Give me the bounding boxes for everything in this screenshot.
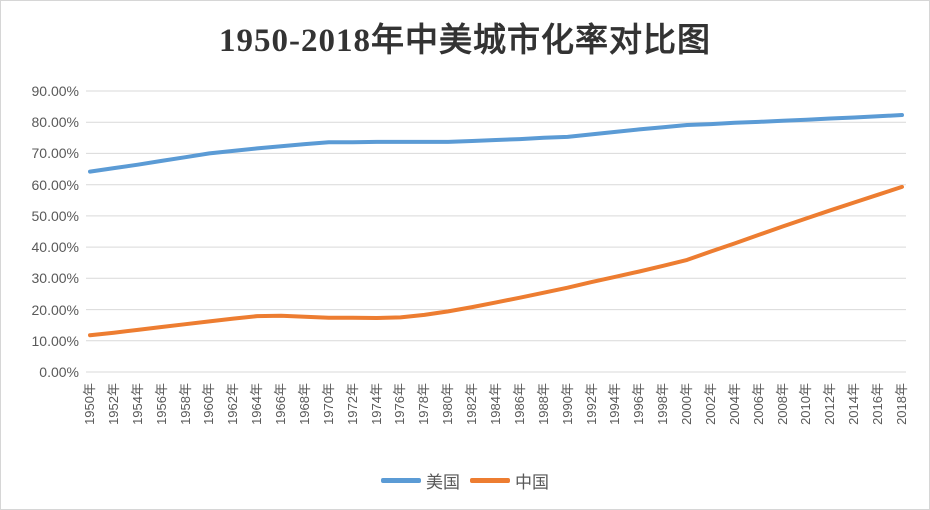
y-tick-label: 30.00% — [31, 270, 79, 286]
legend: 美国 中国 — [1, 468, 929, 493]
x-tick-label: 1968年 — [297, 383, 312, 425]
x-tick-label: 1996年 — [631, 383, 646, 425]
x-tick-label: 1966年 — [273, 383, 288, 425]
chart-title: 1950-2018年中美城市化率对比图 — [219, 23, 711, 59]
china-line-swatch-icon — [470, 477, 510, 483]
x-tick-label: 1986年 — [512, 383, 527, 425]
x-tick-label: 2006年 — [751, 383, 766, 425]
x-tick-label: 2014年 — [846, 383, 861, 425]
legend-item-china: 中国 — [470, 468, 549, 493]
series-line-china — [88, 184, 904, 338]
x-tick-label: 2010年 — [798, 383, 813, 425]
x-tick-label: 1956年 — [154, 383, 169, 425]
legend-item-usa: 美国 — [381, 468, 460, 493]
gridlines — [86, 90, 906, 373]
y-tick-label: 80.00% — [31, 114, 79, 130]
x-tick-label: 1952年 — [106, 383, 121, 425]
usa-line-swatch-icon — [381, 477, 421, 483]
x-tick-label: 1958年 — [178, 383, 193, 425]
y-tick-label: 0.00% — [39, 364, 79, 380]
x-tick-label: 1974年 — [369, 383, 384, 425]
x-tick-label: 1976年 — [392, 383, 407, 425]
x-tick-label: 2002年 — [703, 383, 718, 425]
x-tick-label: 1980年 — [440, 383, 455, 425]
x-tick-label: 1978年 — [416, 383, 431, 425]
y-tick-label: 20.00% — [31, 302, 79, 318]
x-tick-label: 2004年 — [727, 383, 742, 425]
x-tick-label: 2000年 — [679, 383, 694, 425]
x-tick-label: 2018年 — [894, 383, 909, 425]
series-lines — [88, 113, 904, 338]
x-tick-label: 1998年 — [655, 383, 670, 425]
x-tick-label: 2016年 — [870, 383, 885, 425]
x-tick-label: 1992年 — [584, 383, 599, 425]
x-tick-label: 1988年 — [536, 383, 551, 425]
x-tick-label: 1950年 — [82, 383, 97, 425]
x-tick-label: 1990年 — [560, 383, 575, 425]
x-tick-label: 1962年 — [225, 383, 240, 425]
x-tick-label: 1972年 — [345, 383, 360, 425]
y-tick-label: 60.00% — [31, 177, 79, 193]
y-tick-label: 50.00% — [31, 208, 79, 224]
x-tick-label: 2012年 — [822, 383, 837, 425]
x-tick-label: 1954年 — [130, 383, 145, 425]
x-tick-label: 1982年 — [464, 383, 479, 425]
series-line-usa — [88, 113, 904, 174]
y-tick-label: 40.00% — [31, 239, 79, 255]
x-tick-label: 1964年 — [249, 383, 264, 425]
x-tick-label: 1984年 — [488, 383, 503, 425]
legend-label-china: 中国 — [515, 472, 549, 492]
x-tick-label: 2008年 — [775, 383, 790, 425]
x-tick-label: 1970年 — [321, 383, 336, 425]
legend-label-usa: 美国 — [426, 472, 460, 492]
x-tick-label: 1960年 — [201, 383, 216, 425]
y-tick-label: 90.00% — [31, 83, 79, 99]
x-tick-label: 1994年 — [607, 383, 622, 425]
y-tick-label: 10.00% — [31, 333, 79, 349]
y-tick-label: 70.00% — [31, 145, 79, 161]
